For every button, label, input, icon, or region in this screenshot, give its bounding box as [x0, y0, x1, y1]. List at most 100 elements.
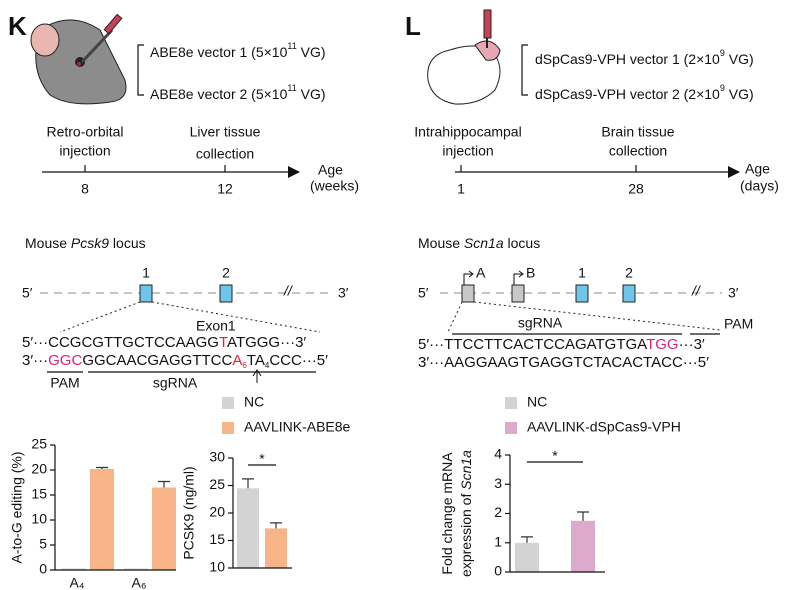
zoom-line	[447, 301, 463, 333]
exon-label: Exon1	[196, 318, 236, 334]
y-tick-label: 25	[31, 436, 47, 452]
timeline-tick-label: 1	[457, 181, 465, 197]
bar	[237, 488, 259, 568]
arrow	[252, 369, 262, 383]
timeline-event: injection	[442, 143, 493, 159]
vector-label: ABE8e vector 1 (5×1011 VG)	[150, 41, 326, 59]
y-tick-label: 0	[494, 563, 502, 579]
legend-label: NC	[527, 394, 547, 410]
error-bar	[242, 478, 254, 489]
sgrna-label: sgRNA	[518, 315, 563, 331]
label-part: Fold change mRNA	[439, 452, 455, 575]
vector-label: dSpCas9-VPH vector 2 (2×109 VG)	[535, 83, 754, 101]
pam-label: PAM	[724, 316, 753, 332]
error-bar	[158, 480, 170, 488]
timeline-event: Retro-orbital	[46, 124, 123, 140]
y-tick-label: 0	[39, 561, 47, 577]
legend-swatch	[222, 422, 234, 434]
timeline-event: Intrahippocampal	[414, 124, 521, 140]
y-tick-label: 30	[209, 449, 225, 465]
locus-title: Mouse Scn1a locus	[418, 235, 540, 251]
legend-swatch	[505, 397, 517, 409]
y-tick-label: 15	[209, 531, 225, 547]
x-tick-label: A₄	[69, 575, 84, 590]
y-tick-label: 10	[209, 559, 225, 575]
promoter-label: B	[526, 265, 535, 281]
end-label: 5′	[418, 285, 429, 301]
legend-label: NC	[244, 394, 264, 410]
bar	[571, 520, 595, 572]
error-bar	[96, 466, 108, 469]
exon	[461, 284, 475, 303]
y-tick-label: 15	[31, 486, 47, 502]
promoter-arrow	[463, 270, 474, 285]
y-tick-label: 20	[31, 461, 47, 477]
bar	[265, 528, 287, 568]
promoter-label: A	[476, 265, 486, 281]
bar	[62, 568, 86, 570]
y-tick-label: 25	[209, 476, 225, 492]
panel-letter: L	[405, 11, 421, 41]
zoom-line	[59, 301, 141, 333]
x-tick-label: A₆	[132, 575, 147, 590]
significance-label: *	[552, 448, 558, 464]
end-label: 5′	[22, 285, 33, 301]
zoom-line	[151, 301, 321, 333]
y-axis-label: expression of Scn1a	[458, 450, 474, 577]
timeline-event: collection	[196, 146, 254, 162]
panel-letter: K	[8, 11, 27, 41]
bar	[90, 469, 114, 570]
exon	[219, 284, 233, 303]
break-mark: //	[691, 283, 702, 299]
timeline-tick-label: 28	[628, 181, 644, 197]
sequence: 5′···TTCCTTCACTCCAGATGTGATGG···3′	[418, 336, 705, 353]
end-label: 3′	[338, 285, 349, 301]
end-label: 3′	[728, 285, 739, 301]
timeline-tick-label: 12	[217, 181, 233, 197]
exon	[622, 284, 636, 303]
axis-label: (days)	[740, 178, 779, 194]
arrowhead	[728, 166, 740, 178]
zoom-line	[473, 301, 721, 331]
y-tick-label: 5	[39, 536, 47, 552]
y-tick-label: 10	[31, 511, 47, 527]
pup-illustration	[427, 9, 501, 105]
exon	[139, 284, 153, 303]
promoter-arrow	[513, 270, 524, 285]
bracket	[137, 44, 144, 96]
sequence: 3′···AAGGAAGTGAGGTCTACACTACC···5′	[418, 354, 709, 371]
exon-number: 2	[625, 265, 633, 281]
y-tick-label: 1	[494, 533, 502, 549]
exon-number: 1	[578, 265, 586, 281]
bar	[515, 542, 539, 572]
legend-label: AAVLINK-ABE8e	[244, 419, 351, 435]
sgrna-label: sgRNA	[153, 375, 198, 391]
arrowhead	[288, 166, 300, 178]
y-axis-label: Fold change mRNA	[439, 452, 455, 575]
timeline-event: collection	[609, 143, 667, 159]
error-bar	[521, 536, 533, 543]
axis-label: Age	[745, 161, 770, 177]
timeline-tick-label: 8	[81, 181, 89, 197]
y-tick-label: 2	[494, 504, 502, 520]
legend-swatch	[505, 422, 517, 434]
error-bar	[577, 511, 589, 521]
legend-label: AAVLINK-dSpCas9-VPH	[527, 419, 681, 435]
exon	[575, 284, 589, 303]
y-tick-label: 3	[494, 475, 502, 491]
pam-label: PAM	[50, 375, 79, 391]
axis-label: Age	[318, 162, 343, 178]
y-tick-label: 20	[209, 504, 225, 520]
mouse-illustration	[30, 13, 127, 105]
error-bar	[270, 522, 282, 529]
timeline-event: Liver tissue	[190, 124, 261, 140]
vector-label: dSpCas9-VPH vector 1 (2×109 VG)	[535, 48, 754, 66]
exon-number: 2	[222, 265, 230, 281]
y-axis-label: A-to-G editing (%)	[9, 451, 25, 563]
y-tick-label: 4	[494, 446, 502, 462]
break-mark: //	[283, 283, 294, 299]
timeline-event: Brain tissue	[601, 124, 674, 140]
bar	[124, 568, 148, 570]
label-part: expression of	[458, 490, 474, 577]
